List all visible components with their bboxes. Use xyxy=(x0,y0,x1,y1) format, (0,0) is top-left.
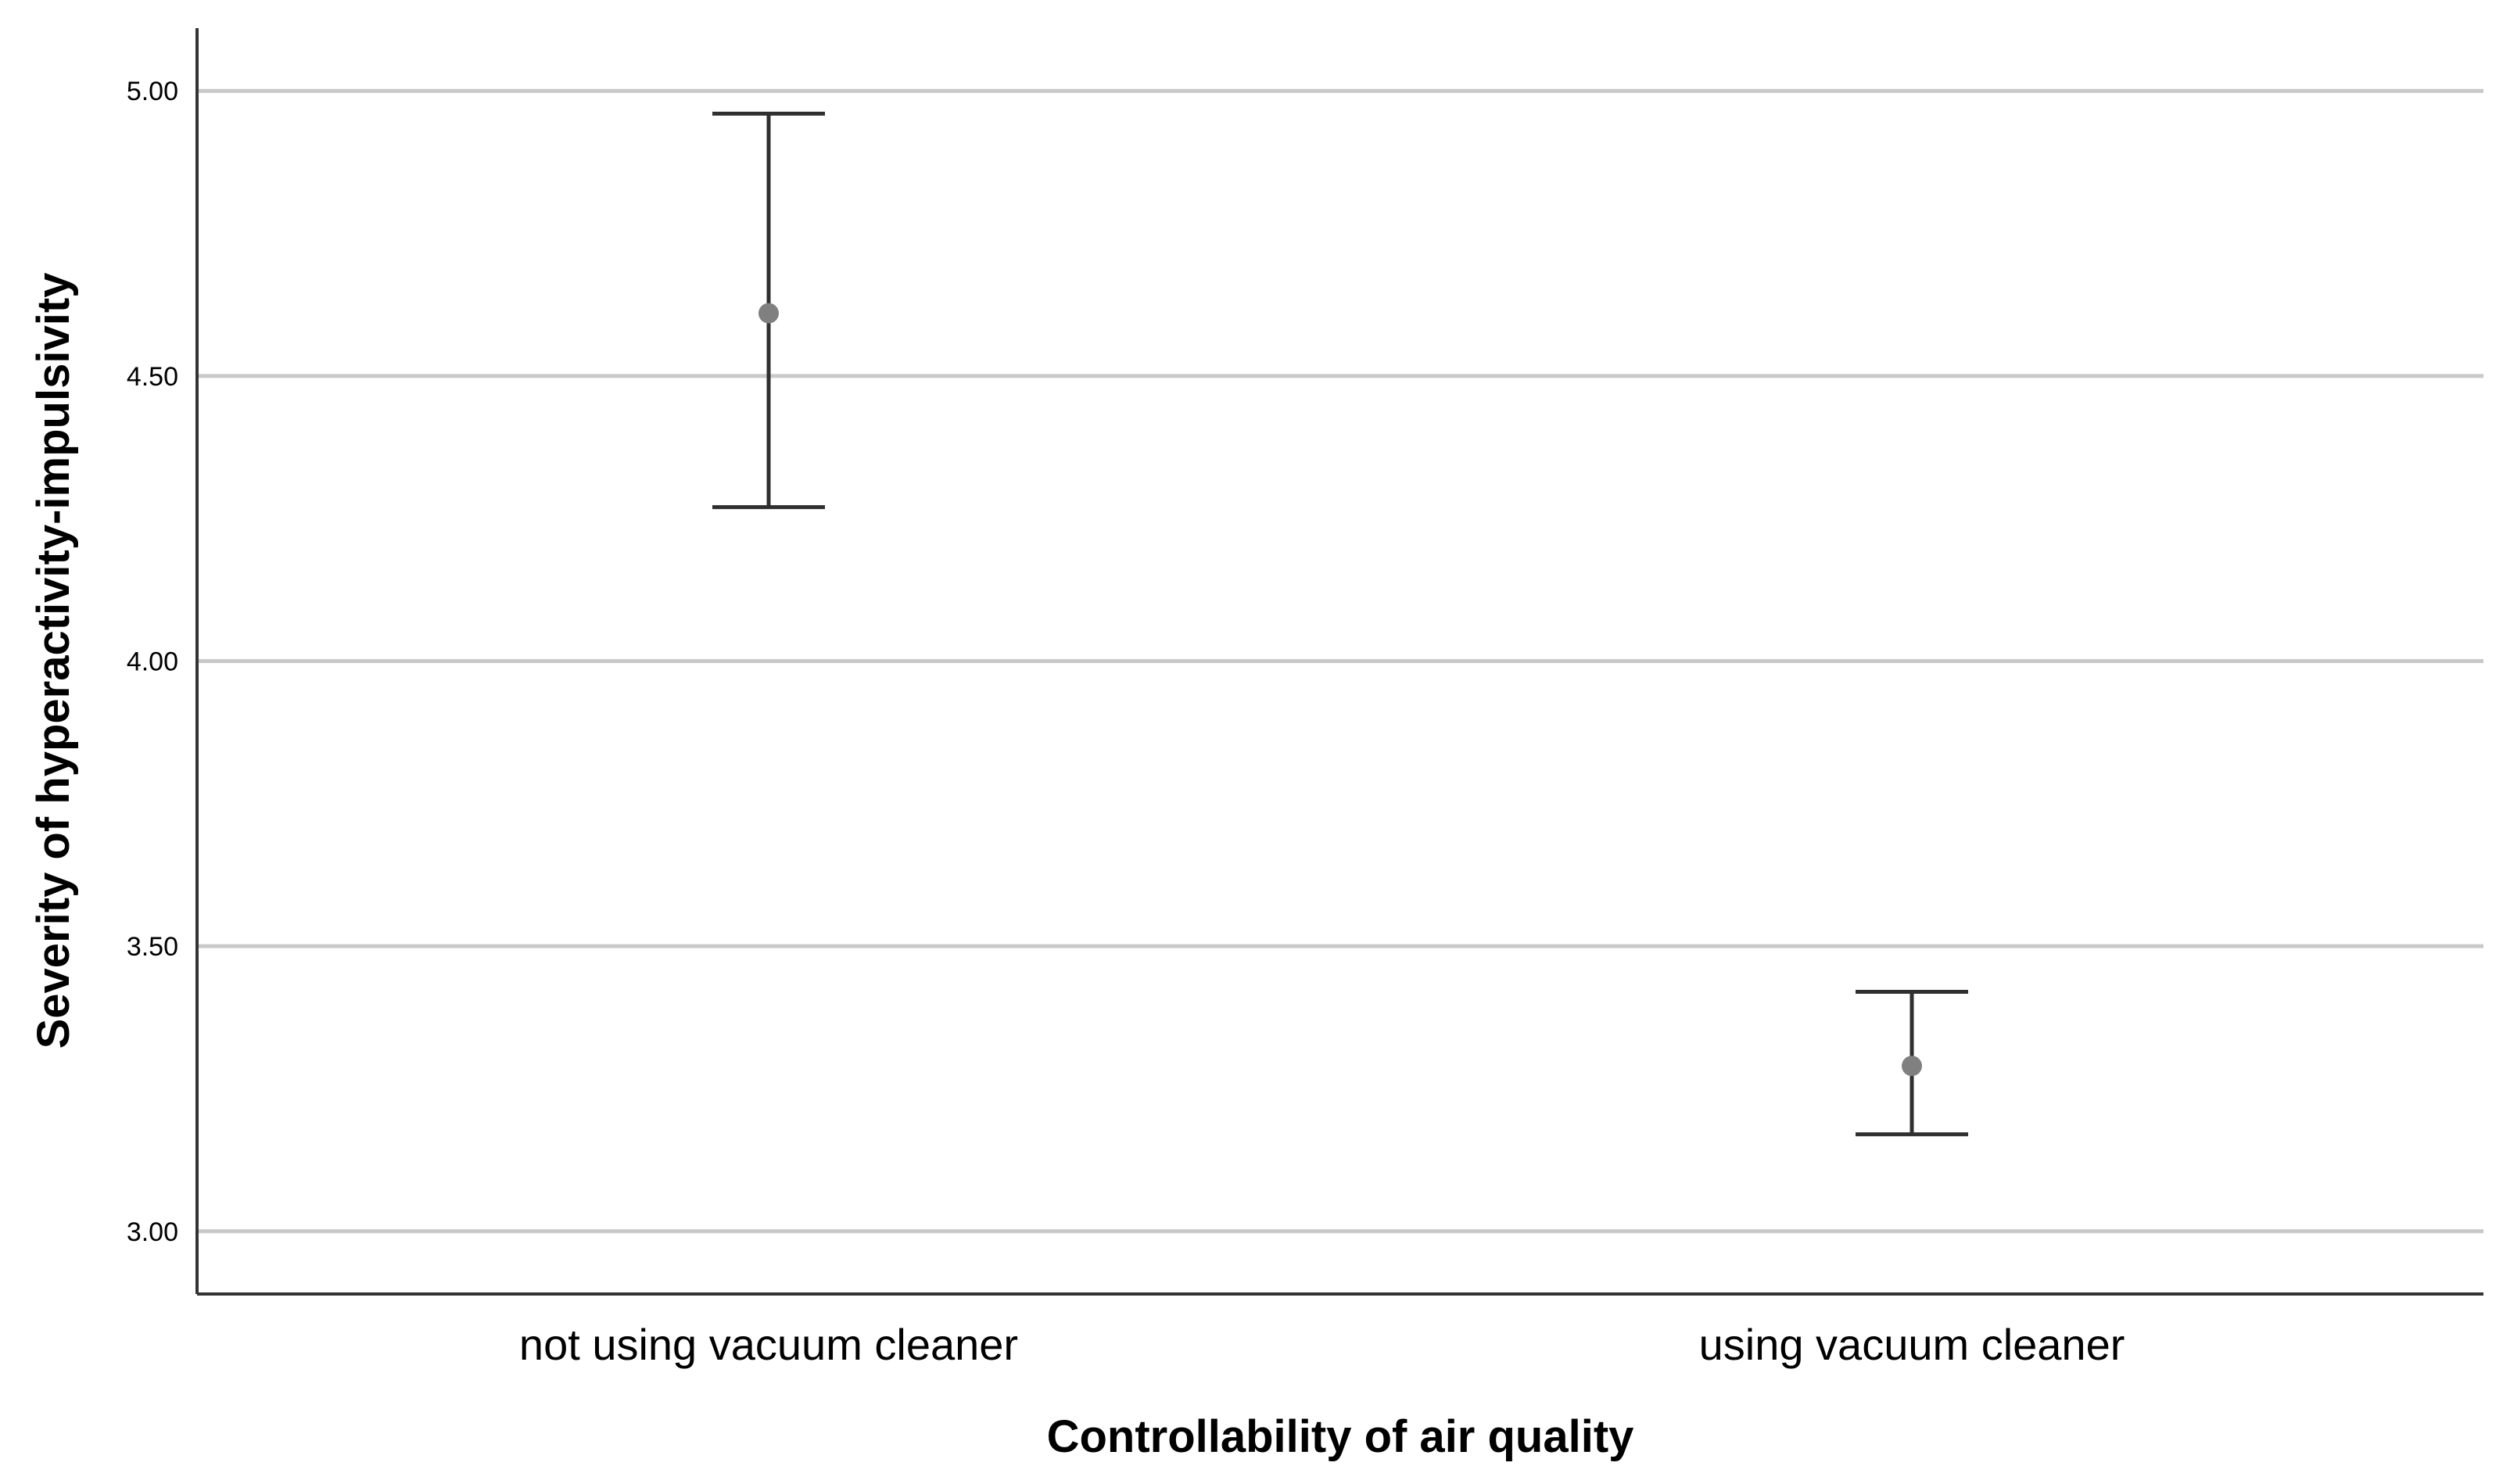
y-tick-label: 4.50 xyxy=(127,362,178,392)
error-bars xyxy=(712,111,1968,1137)
y-axis-tick-labels: 3.00 3.50 4.00 4.50 5.00 xyxy=(127,77,178,1247)
x-category-label: not using vacuum cleaner xyxy=(519,1320,1018,1369)
error-bar-1 xyxy=(1856,989,1968,1137)
y-tick-label: 3.00 xyxy=(127,1217,178,1247)
x-axis-title: Controllability of air quality xyxy=(1047,1411,1634,1462)
x-axis-category-labels: not using vacuum cleaner using vacuum cle… xyxy=(519,1320,2125,1369)
error-bar-0 xyxy=(712,111,825,510)
x-category-label: using vacuum cleaner xyxy=(1699,1320,2125,1369)
gridlines xyxy=(197,88,2483,1234)
y-tick-label: 3.50 xyxy=(127,932,178,962)
y-tick-label: 4.00 xyxy=(127,647,178,677)
mean-point xyxy=(1902,1056,1922,1077)
y-axis-title: Severity of hyperactivity-impulsivity xyxy=(28,273,79,1049)
y-tick-label: 5.00 xyxy=(127,77,178,106)
mean-point xyxy=(758,303,779,324)
